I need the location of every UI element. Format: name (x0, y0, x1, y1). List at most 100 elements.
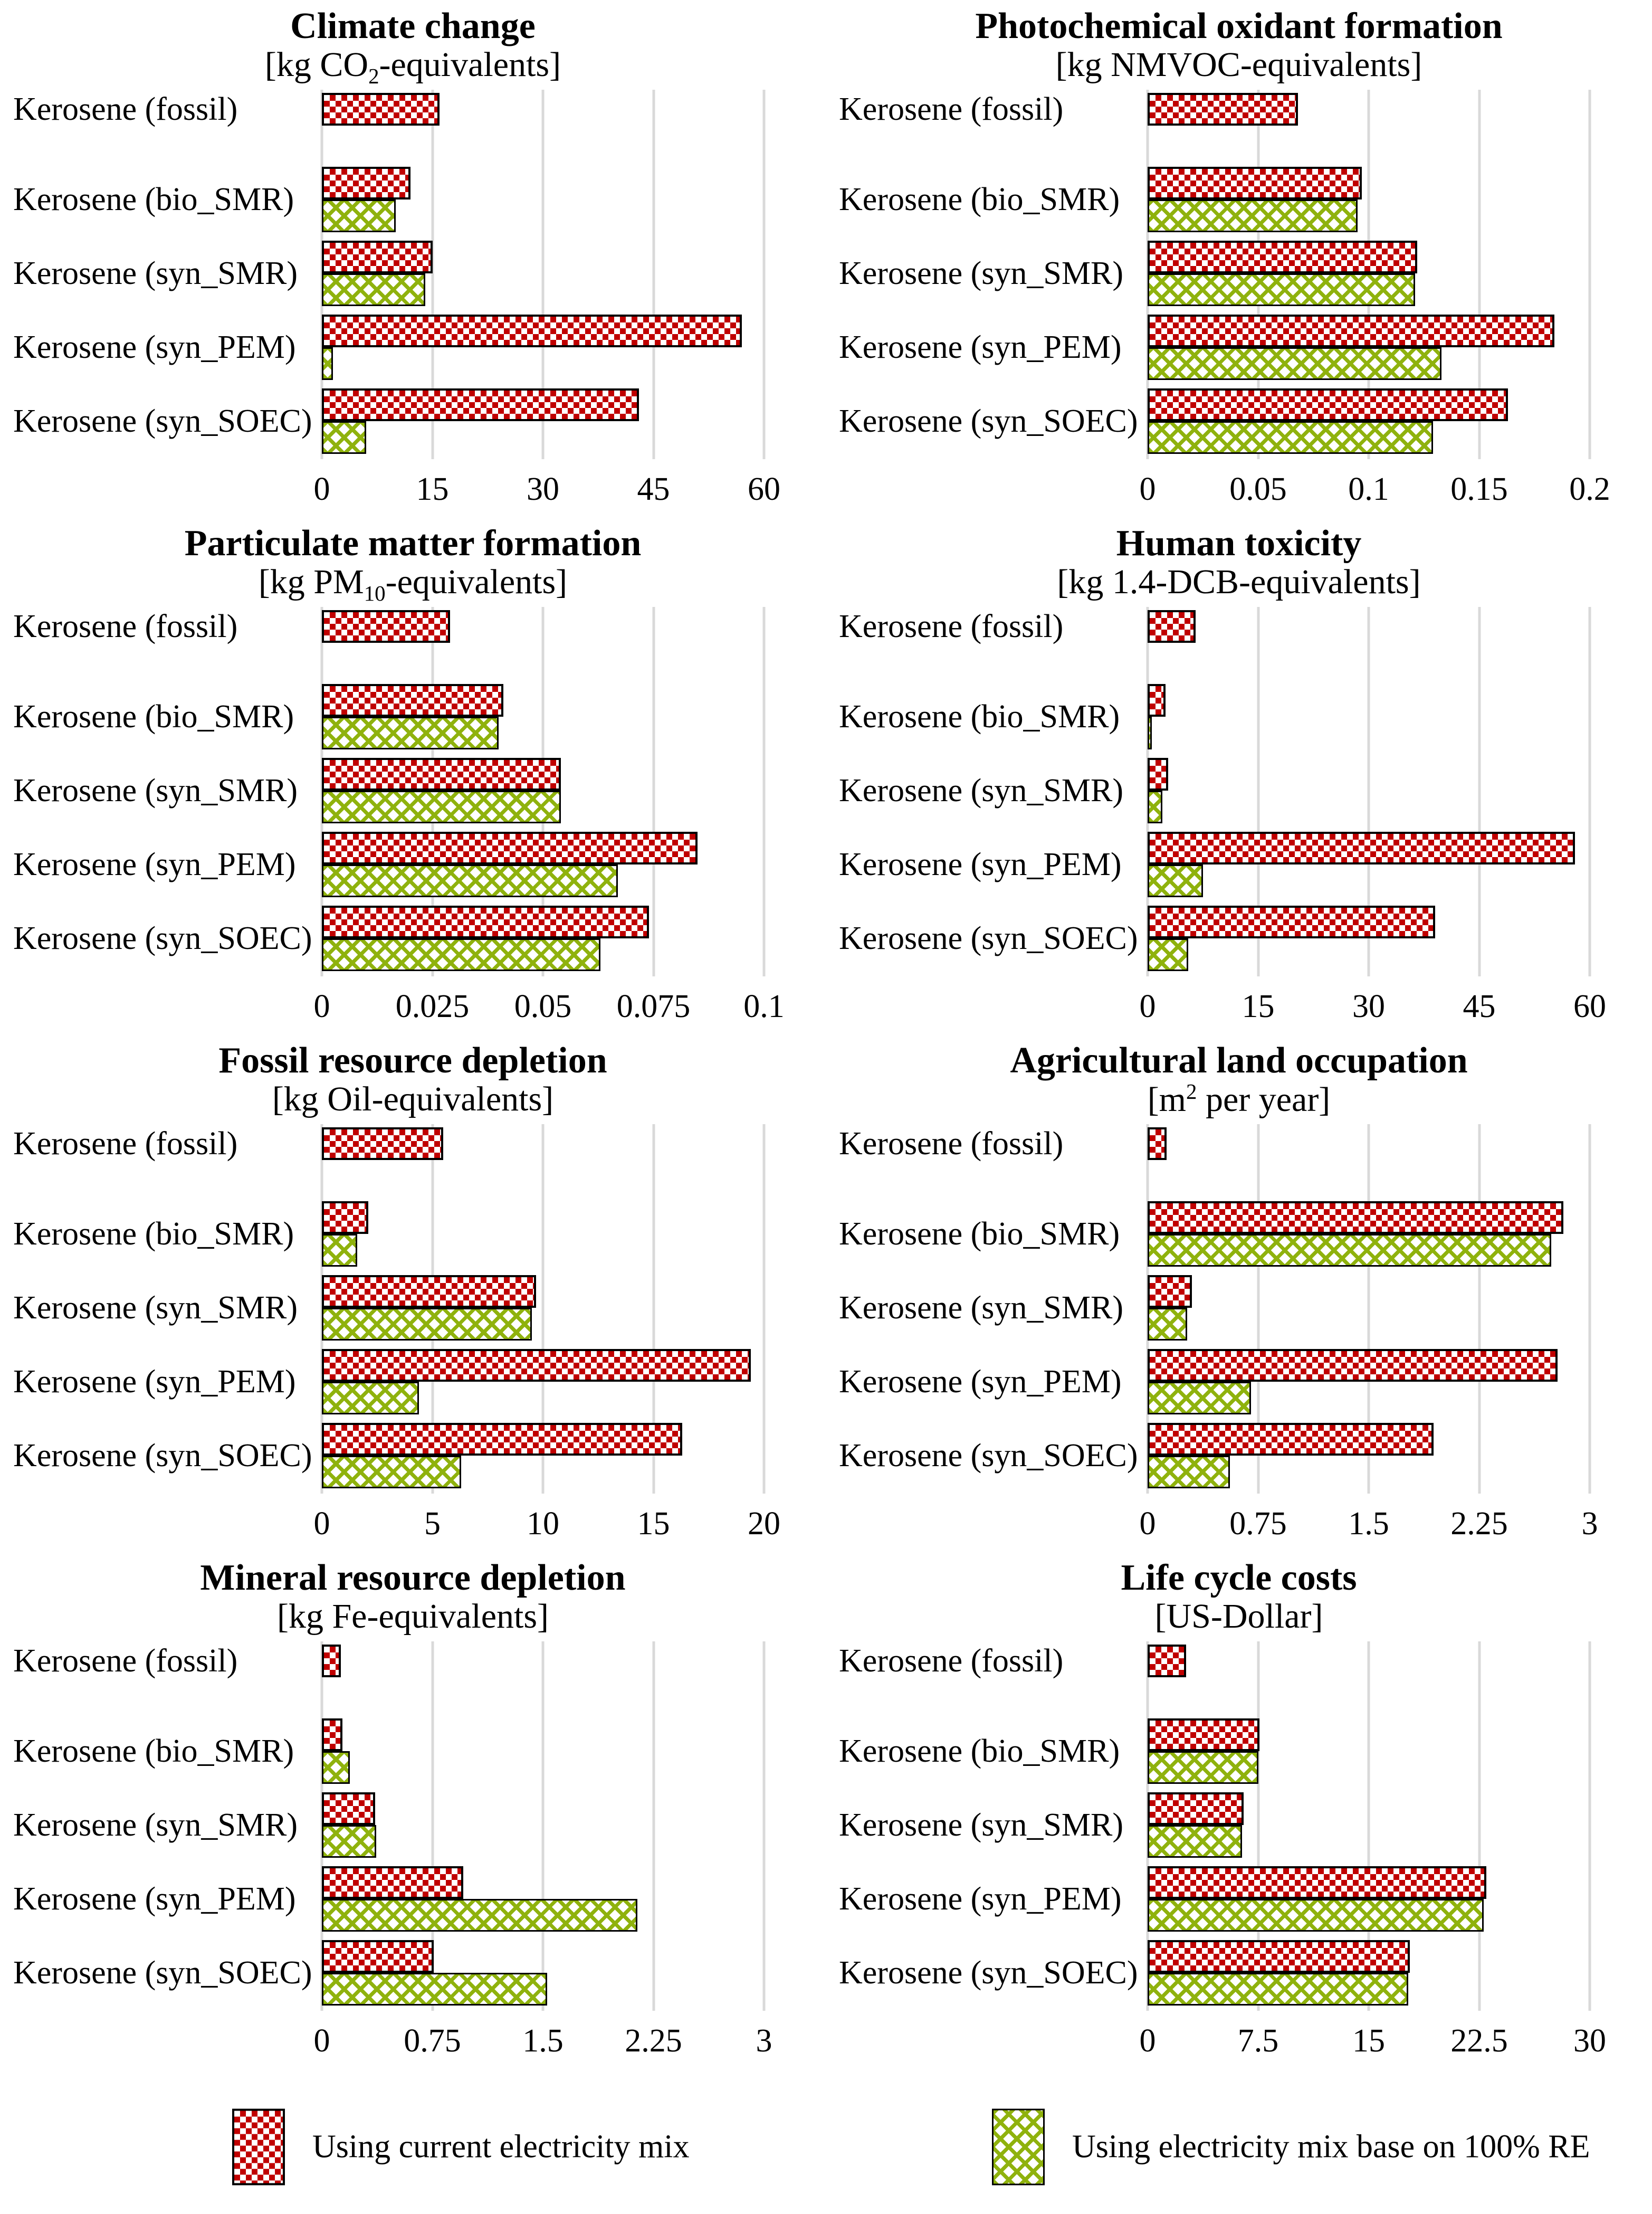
x-tick-label: 2.25 (625, 2023, 682, 2059)
gridline (1478, 1641, 1481, 2011)
chart-panel-agricultural-land-occupation: Agricultural land occupation [m2 per year… (826, 1034, 1652, 1552)
x-tick-label: 45 (637, 471, 670, 507)
x-tick-label: 7.5 (1237, 2023, 1279, 2059)
bar-group-kerosene-bio-smr (1148, 684, 1590, 749)
x-tick-label: 15 (416, 471, 449, 507)
bar-re-mix (322, 421, 366, 454)
bar-re-mix (1148, 1308, 1188, 1341)
bar-current-mix (322, 388, 639, 421)
x-tick-label: 0.75 (1229, 1506, 1287, 1542)
x-tick-label: 1.5 (1348, 1506, 1389, 1542)
gridline (1257, 1124, 1259, 1494)
bar-group-kerosene-syn-smr (1148, 758, 1590, 823)
bar-re-mix (1148, 864, 1203, 897)
bar-current-mix (1148, 1792, 1244, 1825)
bar-re-mix (1148, 1751, 1258, 1784)
category-label: Kerosene (syn_PEM) (839, 329, 1122, 365)
gridline (1588, 607, 1591, 976)
x-tick-label: 0.05 (514, 989, 572, 1024)
bar-current-mix (1148, 1645, 1186, 1677)
x-tick-label: 1.5 (522, 2023, 564, 2059)
bar-current-mix (1148, 388, 1508, 421)
category-label: Kerosene (syn_PEM) (13, 1880, 296, 1917)
bar-group-kerosene-fossil (322, 1127, 764, 1160)
bar-group-kerosene-bio-smr (322, 167, 764, 232)
plot-area (1146, 90, 1591, 459)
x-tick-label: 30 (1352, 989, 1385, 1024)
plot-area (320, 1641, 766, 2011)
x-tick-label: 0 (313, 471, 330, 507)
bar-current-mix (322, 1275, 537, 1308)
bar-current-mix (1148, 1201, 1563, 1234)
x-tick-label: 3 (756, 2023, 772, 2059)
bar-group-kerosene-syn-soec (322, 1423, 764, 1488)
x-tick-label: 0 (1139, 2023, 1156, 2059)
bar-group-kerosene-syn-soec (1148, 1423, 1590, 1488)
legend-label-re-mix: Using electricity mix base on 100% RE (1072, 2129, 1590, 2164)
bar-current-mix (322, 1940, 434, 1973)
bar-current-mix (322, 1718, 343, 1751)
category-label: Kerosene (fossil) (839, 1125, 1064, 1162)
bar-current-mix (322, 1645, 341, 1677)
bar-current-mix (322, 1423, 682, 1456)
bar-current-mix (1148, 1423, 1434, 1456)
bar-group-kerosene-syn-soec (1148, 1940, 1590, 2006)
category-label: Kerosene (syn_PEM) (13, 1363, 296, 1400)
category-label: Kerosene (fossil) (13, 1125, 238, 1162)
category-label: Kerosene (syn_SOEC) (839, 403, 1138, 439)
legend-label-current-mix: Using current electricity mix (312, 2129, 690, 2164)
bar-group-kerosene-syn-pem (1148, 1349, 1590, 1414)
bar-re-mix (322, 1825, 377, 1858)
bar-group-kerosene-bio-smr (1148, 167, 1590, 232)
bar-re-mix (322, 347, 333, 380)
chart-panel-human-toxicity: Human toxicity [kg 1.4-DCB-equivalents] Ke… (826, 517, 1652, 1034)
x-tick-label: 5 (424, 1506, 441, 1542)
category-label: Kerosene (bio_SMR) (13, 1733, 294, 1769)
x-tick-label: 15 (1352, 2023, 1385, 2059)
gridline (762, 90, 766, 459)
category-label: Kerosene (syn_SOEC) (13, 920, 312, 956)
chart-panel-fossil-resource-depletion: Fossil resource depletion [kg Oil-equival… (0, 1034, 826, 1552)
x-tick-label: 0 (313, 1506, 330, 1542)
category-label: Kerosene (syn_SOEC) (839, 920, 1138, 956)
bar-re-mix (1148, 938, 1188, 971)
gridline (431, 90, 434, 459)
x-tick-label: 3 (1581, 1506, 1598, 1542)
bar-re-mix (1148, 1899, 1484, 1932)
bar-group-kerosene-syn-soec (322, 1940, 764, 2006)
category-label: Kerosene (syn_PEM) (839, 846, 1122, 882)
gridline (1367, 1124, 1370, 1494)
x-tick-label: 0 (1139, 989, 1156, 1024)
category-label: Kerosene (syn_SMR) (13, 255, 298, 291)
bar-current-mix (322, 93, 440, 126)
x-tick-label: 30 (1573, 2023, 1606, 2059)
x-tick-label: 60 (748, 471, 780, 507)
gridline (1478, 90, 1481, 459)
chart-panel-climate-change: Climate change [kg CO2-equivalents] Kerose… (0, 0, 826, 517)
bar-current-mix (322, 1349, 751, 1382)
x-tick-label: 0 (313, 989, 330, 1024)
bar-re-mix (1148, 421, 1433, 454)
x-tick-label: 0.075 (616, 989, 691, 1024)
legend-item-re-mix: Using electricity mix base on 100% RE (992, 2108, 1590, 2185)
chart-unit-subtitle: [kg Fe-equivalents] (276, 1597, 549, 1636)
category-label: Kerosene (bio_SMR) (13, 1215, 294, 1252)
bar-current-mix (322, 1866, 464, 1899)
x-tick-label: 60 (1573, 989, 1606, 1024)
bar-group-kerosene-fossil (1148, 1645, 1590, 1677)
bar-re-mix (322, 938, 600, 971)
category-label: Kerosene (fossil) (13, 1642, 238, 1679)
bar-re-mix (1148, 347, 1442, 380)
category-label: Kerosene (syn_SMR) (839, 1807, 1123, 1843)
bar-group-kerosene-syn-pem (1148, 315, 1590, 380)
category-label: Kerosene (fossil) (839, 91, 1064, 127)
gridline (541, 1641, 545, 2011)
category-label: Kerosene (syn_PEM) (839, 1363, 1122, 1400)
category-label: Kerosene (syn_SMR) (839, 255, 1123, 291)
unit-subscript: 10 (364, 581, 386, 605)
category-label: Kerosene (syn_SMR) (839, 1289, 1123, 1326)
category-label: Kerosene (syn_SOEC) (839, 1954, 1138, 1991)
x-tick-label: 10 (527, 1506, 559, 1542)
bar-re-mix (322, 1899, 637, 1932)
bar-current-mix (1148, 1940, 1410, 1973)
